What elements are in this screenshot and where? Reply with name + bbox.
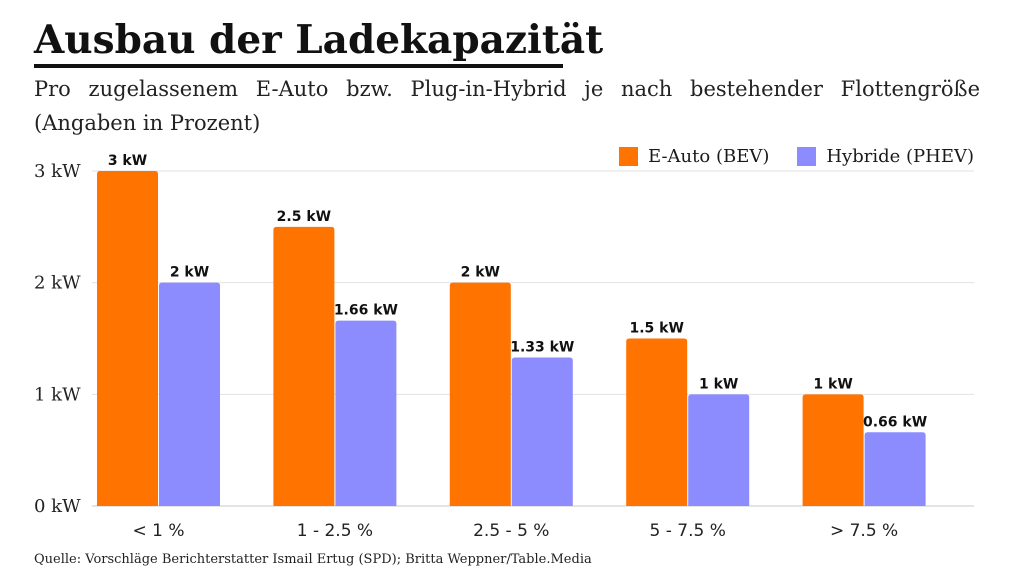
legend-swatch-bev bbox=[619, 147, 638, 166]
bar-phev bbox=[335, 320, 397, 506]
bar-bev bbox=[626, 338, 688, 506]
bar-phev bbox=[511, 357, 573, 506]
y-tick-label: 3 kW bbox=[34, 161, 81, 182]
source-note: Quelle: Vorschläge Berichterstatter Isma… bbox=[34, 552, 592, 567]
chart-subtitle: Pro zugelassenem E-Auto bzw. Plug-in-Hyb… bbox=[34, 77, 980, 135]
data-label-bev: 3 kW bbox=[108, 153, 147, 169]
data-label-phev: 1.66 kW bbox=[334, 303, 398, 319]
x-tick-label: 2.5 - 5 % bbox=[473, 521, 549, 541]
x-tick-label: > 7.5 % bbox=[830, 521, 898, 541]
bar-phev bbox=[688, 394, 750, 506]
legend-item-bev: E-Auto (BEV) bbox=[619, 146, 769, 167]
data-label-bev: 1.5 kW bbox=[629, 321, 683, 337]
bar-phev bbox=[159, 282, 220, 506]
x-tick-label: < 1 % bbox=[132, 521, 184, 541]
legend-label-phev: Hybride (PHEV) bbox=[826, 146, 974, 167]
legend-item-phev: Hybride (PHEV) bbox=[797, 146, 974, 167]
data-label-bev: 1 kW bbox=[813, 376, 852, 392]
bar-bev bbox=[802, 394, 864, 506]
data-label-bev: 2.5 kW bbox=[277, 209, 331, 225]
x-tick-label: 1 - 2.5 % bbox=[297, 521, 373, 541]
bar-bev bbox=[449, 282, 511, 506]
data-label-phev: 1 kW bbox=[699, 376, 738, 392]
bar-bev bbox=[97, 171, 158, 506]
legend-swatch-phev bbox=[797, 147, 817, 166]
y-tick-label: 1 kW bbox=[34, 384, 81, 405]
bar-bev bbox=[273, 226, 335, 507]
data-label-bev: 2 kW bbox=[461, 265, 500, 281]
data-label-phev: 0.66 kW bbox=[863, 414, 927, 430]
data-label-phev: 2 kW bbox=[170, 265, 209, 281]
y-tick-label: 2 kW bbox=[34, 273, 81, 294]
legend-label-bev: E-Auto (BEV) bbox=[648, 146, 770, 167]
bar-phev bbox=[864, 432, 926, 506]
title-underline bbox=[34, 64, 563, 68]
chart-title: Ausbau der Ladekapazität bbox=[34, 17, 604, 63]
data-label-phev: 1.33 kW bbox=[510, 339, 574, 355]
chart-legend: E-Auto (BEV) Hybride (PHEV) bbox=[619, 146, 974, 167]
x-tick-label: 5 - 7.5 % bbox=[650, 521, 726, 541]
y-tick-label: 0 kW bbox=[34, 496, 81, 517]
